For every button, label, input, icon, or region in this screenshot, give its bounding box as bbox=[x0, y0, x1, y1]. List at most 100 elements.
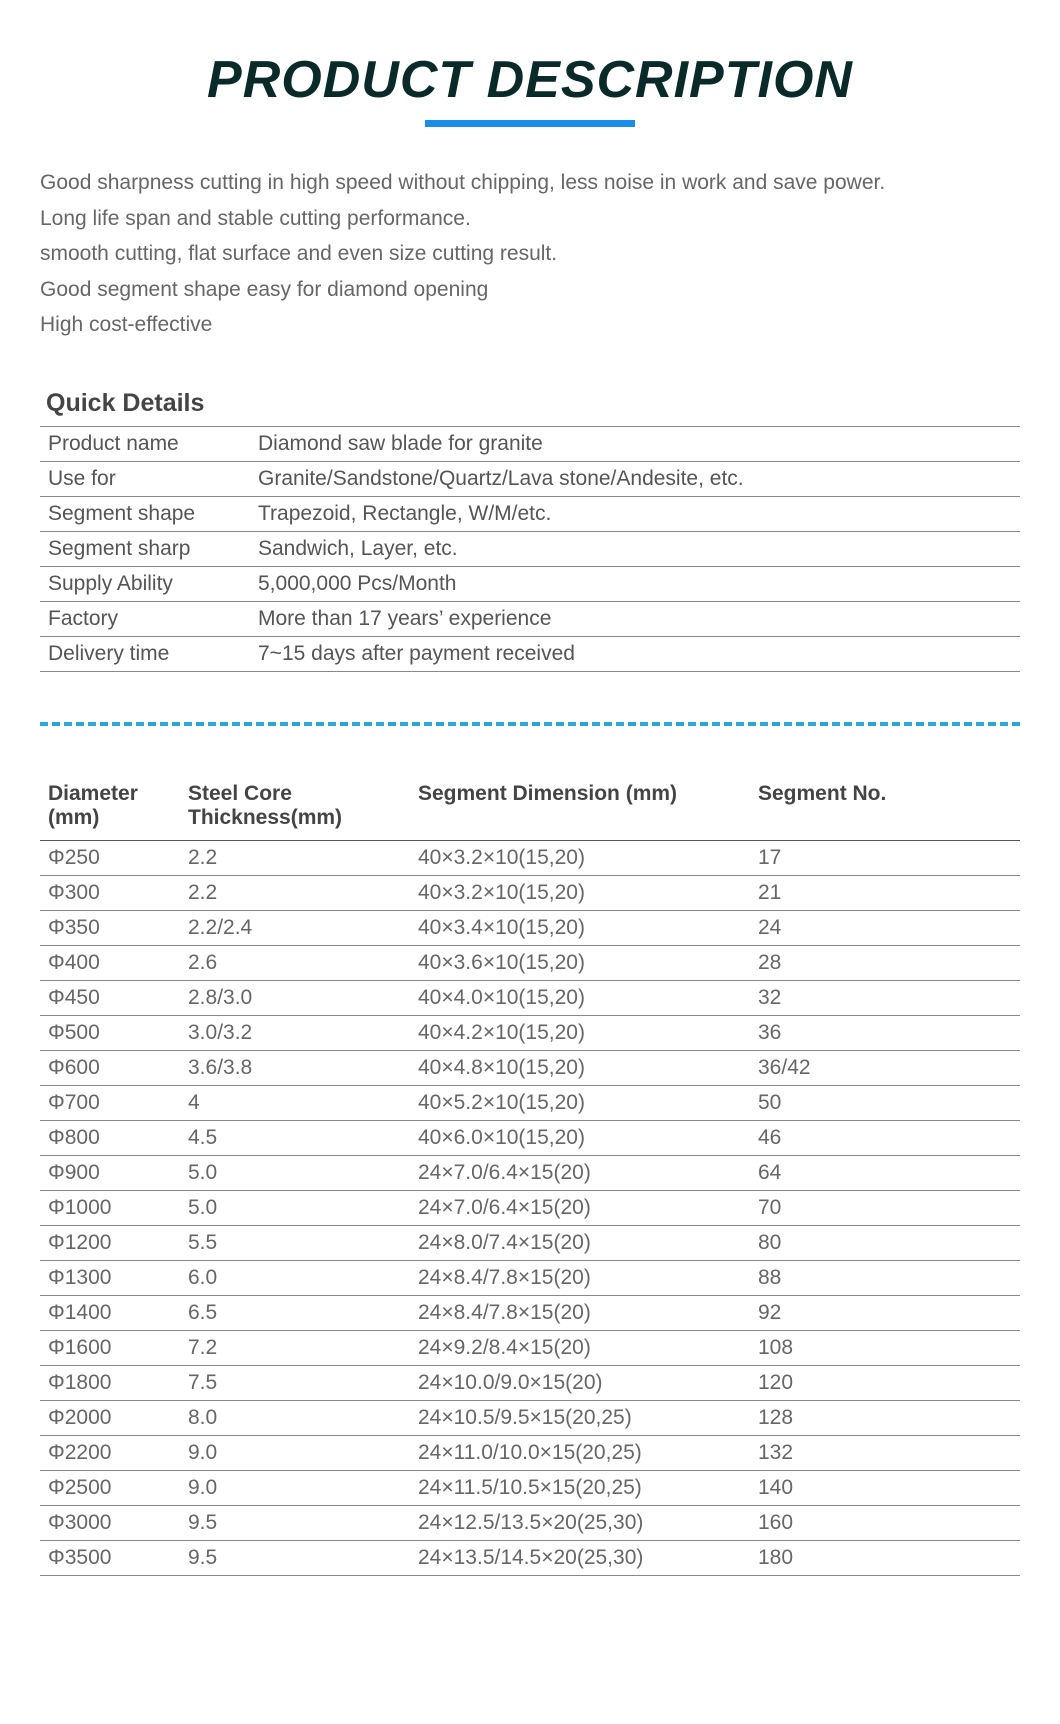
details-label: Delivery time bbox=[40, 636, 250, 671]
spec-thickness: 7.5 bbox=[180, 1365, 410, 1400]
spec-thickness: 4 bbox=[180, 1085, 410, 1120]
details-row: Product nameDiamond saw blade for granit… bbox=[40, 426, 1020, 461]
spec-dimension: 24×10.0/9.0×15(20) bbox=[410, 1365, 750, 1400]
spec-diameter: Φ2000 bbox=[40, 1400, 180, 1435]
spec-diameter: Φ450 bbox=[40, 980, 180, 1015]
spec-thickness: 9.0 bbox=[180, 1435, 410, 1470]
title-wrap: PRODUCT DESCRIPTION bbox=[40, 50, 1020, 127]
spec-diameter: Φ1800 bbox=[40, 1365, 180, 1400]
spec-segment: 180 bbox=[750, 1540, 1020, 1575]
spec-row: Φ5003.0/3.240×4.2×10(15,20)36 bbox=[40, 1015, 1020, 1050]
spec-row: Φ3502.2/2.440×3.4×10(15,20)24 bbox=[40, 910, 1020, 945]
spec-row: Φ10005.024×7.0/6.4×15(20)70 bbox=[40, 1190, 1020, 1225]
details-value: 5,000,000 Pcs/Month bbox=[250, 566, 1020, 601]
col-header-segment: Segment No. bbox=[750, 776, 1020, 841]
spec-thickness: 9.5 bbox=[180, 1540, 410, 1575]
spec-row: Φ16007.224×9.2/8.4×15(20)108 bbox=[40, 1330, 1020, 1365]
details-label: Supply Ability bbox=[40, 566, 250, 601]
spec-segment: 46 bbox=[750, 1120, 1020, 1155]
spec-segment: 120 bbox=[750, 1365, 1020, 1400]
spec-segment: 128 bbox=[750, 1400, 1020, 1435]
spec-row: Φ13006.024×8.4/7.8×15(20)88 bbox=[40, 1260, 1020, 1295]
spec-row: Φ20008.024×10.5/9.5×15(20,25)128 bbox=[40, 1400, 1020, 1435]
spec-row: Φ700440×5.2×10(15,20)50 bbox=[40, 1085, 1020, 1120]
spec-diameter: Φ700 bbox=[40, 1085, 180, 1120]
description-line: smooth cutting, flat surface and even si… bbox=[40, 238, 1020, 270]
spec-thickness: 3.6/3.8 bbox=[180, 1050, 410, 1085]
spec-thickness: 5.0 bbox=[180, 1190, 410, 1225]
spec-diameter: Φ500 bbox=[40, 1015, 180, 1050]
spec-dimension: 40×3.2×10(15,20) bbox=[410, 875, 750, 910]
quick-details-table: Product nameDiamond saw blade for granit… bbox=[40, 426, 1020, 672]
spec-dimension: 40×5.2×10(15,20) bbox=[410, 1085, 750, 1120]
spec-diameter: Φ250 bbox=[40, 840, 180, 875]
spec-diameter: Φ400 bbox=[40, 945, 180, 980]
spec-dimension: 24×9.2/8.4×15(20) bbox=[410, 1330, 750, 1365]
spec-dimension: 40×4.0×10(15,20) bbox=[410, 980, 750, 1015]
spec-row: Φ30009.524×12.5/13.5×20(25,30)160 bbox=[40, 1505, 1020, 1540]
details-row: Segment shapeTrapezoid, Rectangle, W/M/e… bbox=[40, 496, 1020, 531]
spec-diameter: Φ1200 bbox=[40, 1225, 180, 1260]
spec-segment: 88 bbox=[750, 1260, 1020, 1295]
details-value: Granite/Sandstone/Quartz/Lava stone/Ande… bbox=[250, 461, 1020, 496]
spec-thickness: 2.2/2.4 bbox=[180, 910, 410, 945]
col-header-dimension: Segment Dimension (mm) bbox=[410, 776, 750, 841]
details-row: FactoryMore than 17 years’ experience bbox=[40, 601, 1020, 636]
spec-row: Φ25009.024×11.5/10.5×15(20,25)140 bbox=[40, 1470, 1020, 1505]
spec-diameter: Φ1000 bbox=[40, 1190, 180, 1225]
spec-diameter: Φ2500 bbox=[40, 1470, 180, 1505]
spec-dimension: 24×11.0/10.0×15(20,25) bbox=[410, 1435, 750, 1470]
spec-segment: 24 bbox=[750, 910, 1020, 945]
spec-segment: 64 bbox=[750, 1155, 1020, 1190]
description-line: Long life span and stable cutting perfor… bbox=[40, 203, 1020, 235]
description-line: Good sharpness cutting in high speed wit… bbox=[40, 167, 1020, 199]
spec-thickness: 6.5 bbox=[180, 1295, 410, 1330]
details-row: Supply Ability5,000,000 Pcs/Month bbox=[40, 566, 1020, 601]
col-header-thickness: Steel Core Thickness(mm) bbox=[180, 776, 410, 841]
spec-diameter: Φ900 bbox=[40, 1155, 180, 1190]
spec-segment: 28 bbox=[750, 945, 1020, 980]
spec-thickness: 6.0 bbox=[180, 1260, 410, 1295]
spec-row: Φ8004.540×6.0×10(15,20)46 bbox=[40, 1120, 1020, 1155]
spec-thickness: 2.6 bbox=[180, 945, 410, 980]
spec-thickness: 5.5 bbox=[180, 1225, 410, 1260]
page-root: PRODUCT DESCRIPTION Good sharpness cutti… bbox=[0, 0, 1060, 1616]
spec-diameter: Φ800 bbox=[40, 1120, 180, 1155]
spec-row: Φ3002.240×3.2×10(15,20)21 bbox=[40, 875, 1020, 910]
spec-row: Φ6003.6/3.840×4.8×10(15,20)36/42 bbox=[40, 1050, 1020, 1085]
spec-dimension: 40×4.2×10(15,20) bbox=[410, 1015, 750, 1050]
spec-row: Φ18007.524×10.0/9.0×15(20)120 bbox=[40, 1365, 1020, 1400]
details-label: Segment sharp bbox=[40, 531, 250, 566]
spec-segment: 36 bbox=[750, 1015, 1020, 1050]
description-list: Good sharpness cutting in high speed wit… bbox=[40, 167, 1020, 341]
details-value: Diamond saw blade for granite bbox=[250, 426, 1020, 461]
spec-diameter: Φ1300 bbox=[40, 1260, 180, 1295]
spec-dimension: 40×3.2×10(15,20) bbox=[410, 840, 750, 875]
details-value: Trapezoid, Rectangle, W/M/etc. bbox=[250, 496, 1020, 531]
spec-diameter: Φ1600 bbox=[40, 1330, 180, 1365]
details-value: More than 17 years’ experience bbox=[250, 601, 1020, 636]
spec-row: Φ14006.524×8.4/7.8×15(20)92 bbox=[40, 1295, 1020, 1330]
spec-thickness: 8.0 bbox=[180, 1400, 410, 1435]
details-row: Use forGranite/Sandstone/Quartz/Lava sto… bbox=[40, 461, 1020, 496]
page-title: PRODUCT DESCRIPTION bbox=[207, 50, 853, 110]
spec-thickness: 9.5 bbox=[180, 1505, 410, 1540]
spec-segment: 32 bbox=[750, 980, 1020, 1015]
spec-segment: 50 bbox=[750, 1085, 1020, 1120]
details-value: Sandwich, Layer, etc. bbox=[250, 531, 1020, 566]
spec-segment: 92 bbox=[750, 1295, 1020, 1330]
details-value: 7~15 days after payment received bbox=[250, 636, 1020, 671]
spec-segment: 21 bbox=[750, 875, 1020, 910]
spec-row: Φ12005.524×8.0/7.4×15(20)80 bbox=[40, 1225, 1020, 1260]
spec-row: Φ4002.640×3.6×10(15,20)28 bbox=[40, 945, 1020, 980]
details-label: Factory bbox=[40, 601, 250, 636]
spec-dimension: 24×10.5/9.5×15(20,25) bbox=[410, 1400, 750, 1435]
spec-segment: 160 bbox=[750, 1505, 1020, 1540]
spec-diameter: Φ300 bbox=[40, 875, 180, 910]
details-label: Product name bbox=[40, 426, 250, 461]
spec-segment: 108 bbox=[750, 1330, 1020, 1365]
spec-dimension: 24×12.5/13.5×20(25,30) bbox=[410, 1505, 750, 1540]
spec-dimension: 24×8.4/7.8×15(20) bbox=[410, 1295, 750, 1330]
spec-dimension: 24×8.0/7.4×15(20) bbox=[410, 1225, 750, 1260]
spec-thickness: 9.0 bbox=[180, 1470, 410, 1505]
